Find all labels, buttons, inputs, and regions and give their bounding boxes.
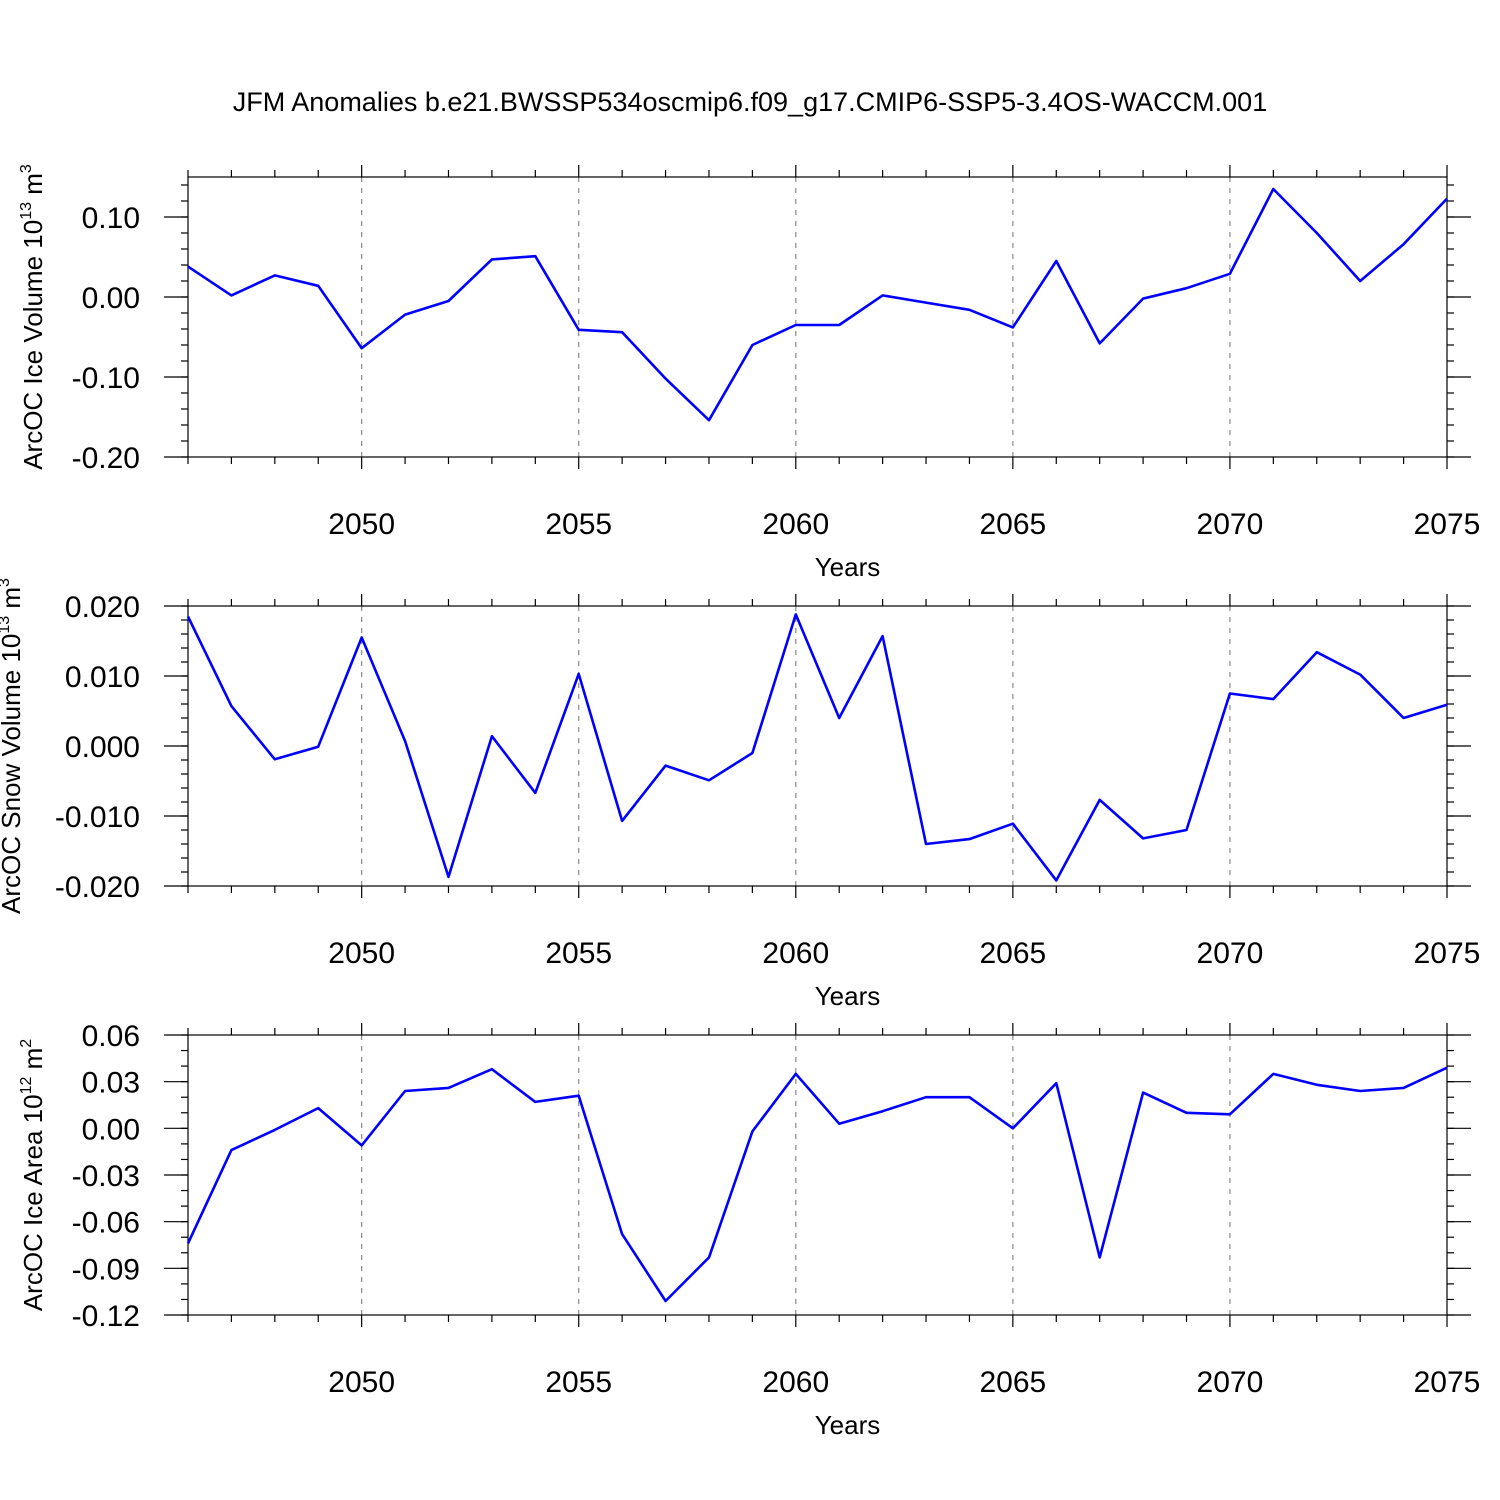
panel-2-x-axis-title: Years: [815, 981, 881, 1011]
panel-2-y-axis-title: ArcOC Snow Volume 1013 m3: [0, 578, 26, 914]
panel-2-xtick-label-2050: 2050: [328, 937, 395, 970]
panel-1-plot-frame: [187, 176, 1448, 458]
panel-3: -0.12 -0.09 -0.06 -0.03 0.00 0.03 0.06 2050 2055…: [18, 1020, 1480, 1440]
panel-1-xtick-label-2065: 2065: [979, 508, 1046, 541]
panel-1-y-axis-title-unit-exp: 3: [18, 164, 35, 173]
panel-2-plot-frame: [187, 605, 1448, 887]
panel-3-series-line: [186, 1066, 1448, 1303]
panel-2-xtick-label-2060: 2060: [762, 937, 829, 970]
panel-3-x-axis-title: Years: [815, 1410, 881, 1440]
panel-3-y-axis-title-exp: 12: [18, 1077, 35, 1095]
panel-2-xtick-label-2055: 2055: [545, 937, 612, 970]
panel-2: -0.020 -0.010 0.000 0.010 0.020 2050 2055 2060 2…: [0, 578, 1480, 1011]
panel-2-ytick-label: 0.020: [65, 591, 140, 624]
panel-3-xtick-label-2060: 2060: [762, 1366, 829, 1399]
panel-3-y-axis-title-unit-exp: 2: [18, 1039, 35, 1048]
panel-2-y-axis-title-text: ArcOC Snow Volume 10: [0, 634, 26, 914]
panel-2-xtick-label-2075: 2075: [1414, 937, 1481, 970]
panel-1-y-axis-title: ArcOC Ice Volume 1013 m3: [18, 164, 48, 470]
panel-1-xtick-label-2070: 2070: [1197, 508, 1264, 541]
panel-3-ytick-label: -0.09: [72, 1253, 140, 1286]
panel-2-y-axis-title-unit: m: [0, 587, 26, 616]
panel-1-ytick-label: 0.10: [82, 202, 140, 235]
panel-3-ytick-label: 0.00: [82, 1113, 140, 1146]
panel-2-ytick-label: -0.010: [55, 801, 140, 834]
panel-3-xtick-label-2065: 2065: [979, 1366, 1046, 1399]
panel-3-ytick-label: -0.06: [72, 1207, 140, 1240]
panel-3-plot-frame: [187, 1034, 1448, 1316]
chart-title: JFM Anomalies b.e21.BWSSP534oscmip6.f09_…: [233, 87, 1267, 117]
panel-2-xtick-label-2065: 2065: [979, 937, 1046, 970]
panel-1-xtick-label-2055: 2055: [545, 508, 612, 541]
panel-3-ytick-label: -0.03: [72, 1160, 140, 1193]
panel-2-ytick-label: -0.020: [55, 871, 140, 904]
panel-3-y-axis-title-text: ArcOC Ice Area 10: [18, 1094, 48, 1311]
panel-3-ytick-label: 0.03: [82, 1067, 140, 1100]
panel-1-ytick-label: -0.20: [72, 442, 140, 475]
panel-3-ytick-label: 0.06: [82, 1020, 140, 1053]
panel-3-y-axis-title: ArcOC Ice Area 1012 m2: [18, 1039, 48, 1311]
panel-1-y-axis-title-unit: m: [18, 173, 48, 202]
panel-2-ytick-label: 0.000: [65, 731, 140, 764]
panel-2-y-axis-title-exp: 13: [0, 616, 13, 634]
panel-1-ytick-label: -0.10: [72, 362, 140, 395]
panel-1-x-axis-title: Years: [815, 552, 881, 582]
panel-1-y-axis-title-text: ArcOC Ice Volume 10: [18, 220, 48, 470]
panel-3-ytick-label: -0.12: [72, 1300, 140, 1333]
panel-3-y-axis-title-unit: m: [18, 1048, 48, 1077]
panel-1-ytick-label: 0.00: [82, 282, 140, 315]
panel-1-xtick-label-2060: 2060: [762, 508, 829, 541]
panel-2-series-line: [186, 613, 1448, 882]
panel-2-y-axis-title-unit-exp: 3: [0, 578, 13, 587]
panel-3-xtick-label-2075: 2075: [1414, 1366, 1481, 1399]
panel-3-xtick-label-2070: 2070: [1197, 1366, 1264, 1399]
panel-2-xtick-label-2070: 2070: [1197, 937, 1264, 970]
panel-3-xtick-label-2050: 2050: [328, 1366, 395, 1399]
panel-3-xtick-label-2055: 2055: [545, 1366, 612, 1399]
panel-1-y-axis-title-exp: 13: [18, 202, 35, 220]
panel-2-ytick-label: 0.010: [65, 661, 140, 694]
panel-1-xtick-label-2050: 2050: [328, 508, 395, 541]
panel-1-xtick-label-2075: 2075: [1414, 508, 1481, 541]
panel-1: -0.20 -0.10 0.00 0.10 2050 2055 2060 2065 2070 20…: [18, 164, 1480, 582]
panel-1-series-line: [187, 187, 1448, 422]
